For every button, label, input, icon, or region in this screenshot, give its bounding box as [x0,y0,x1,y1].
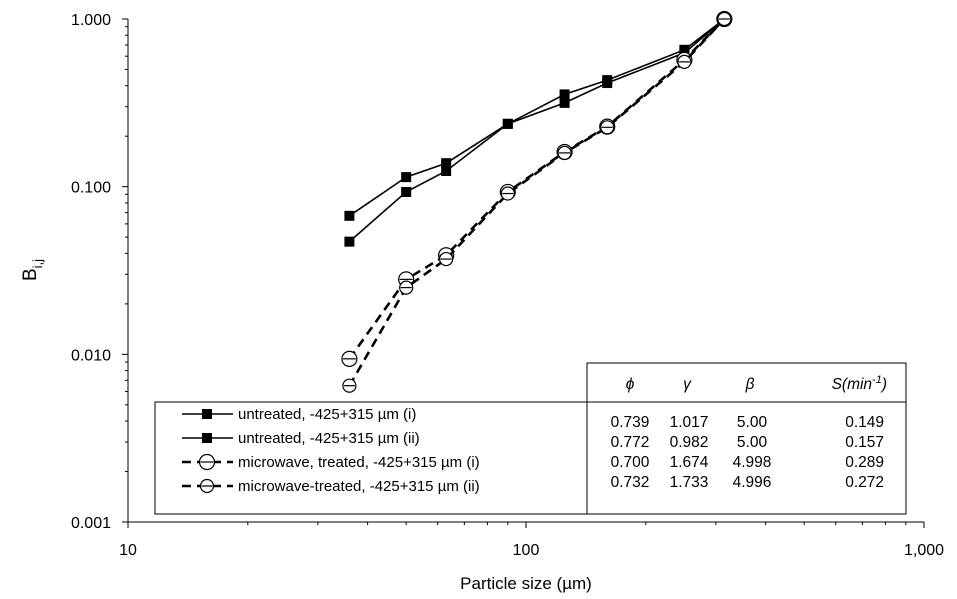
table-cell: 0.772 [611,434,650,451]
series-line [348,18,725,243]
legend-item: microwave-treated, -425+315 µm (ii) [182,478,480,495]
y-tick-label: 1.000 [71,12,111,29]
series-3 [341,10,733,367]
data-point [500,186,515,201]
data-point [559,97,570,108]
table-header-cell: S(min-1) [832,374,887,393]
x-tick-label: 10 [119,542,137,559]
data-point [717,11,732,27]
data-point [401,172,412,183]
table-header-cell: γ [683,376,692,393]
legend: untreated, -425+315 µm (i) untreated, -42… [154,401,588,515]
series-line [348,18,725,217]
x-tick-label: 100 [513,542,540,559]
data-point [341,350,358,367]
legend-item: microwave, treated, -425+315 µm (i) [182,453,480,471]
parameter-table: ϕ γ β S(min-1) 0.739 1.017 5.00 0.149 0.772 0.98… [586,362,907,515]
data-point [559,89,570,100]
table-row: 0.700 1.674 4.998 0.289 [611,454,884,471]
table-row: 0.732 1.733 4.996 0.272 [611,474,884,491]
series-line [348,18,726,387]
table-cell: 5.00 [737,434,768,451]
data-point [344,210,355,221]
legend-label: microwave-treated, -425+315 µm (ii) [238,478,480,495]
series-2 [344,14,730,247]
y-tick-label: 0.001 [71,515,111,532]
legend-label: untreated, -425+315 µm (ii) [238,430,420,447]
data-point [602,78,613,89]
legend-item: untreated, -425+315 µm (i) [182,406,416,423]
series-4 [342,11,732,393]
table-header-cell: β [745,376,755,393]
data-point [600,120,615,135]
legend-swatch-marker [202,409,212,419]
table-cell: 4.998 [733,454,772,471]
x-tick-label: 1,000 [904,542,944,559]
table-cell: 0.157 [845,434,884,451]
table-cell: 0.700 [611,454,650,471]
legend-swatch-marker [199,478,215,494]
data-point [342,378,357,393]
table-header-main: S(min [832,376,872,393]
svg-text:Bi,j: Bi,j [20,259,45,281]
table-cell: 1.017 [670,414,709,431]
table-cell: 0.289 [845,454,884,471]
legend-item: untreated, -425+315 µm (ii) [182,430,420,447]
table-header-superscript: -1 [872,374,882,386]
y-tick-label: 0.100 [71,180,111,197]
data-point [557,145,572,160]
y-axis-title: Bi,j [20,259,45,281]
x-axis-title: Particle size (µm) [460,574,592,593]
y-axis-title-subscript: i,j [30,259,45,269]
table-cell: 1.674 [670,454,709,471]
table-cell: 0.732 [611,474,650,491]
legend-label: untreated, -425+315 µm (i) [238,406,416,423]
table-header-cell: ϕ [626,376,635,393]
data-point [677,54,692,69]
data-point [344,236,355,247]
table-cell: 1.733 [670,474,709,491]
table-cell: 5.00 [737,414,768,431]
data-point [441,158,452,169]
data-point [441,166,452,177]
table-header-suffix: ) [880,376,887,393]
legend-swatch-marker [198,453,216,471]
x-axis: 10 100 1,000 [119,521,944,559]
table-row: 0.772 0.982 5.00 0.157 [611,434,884,451]
legend-box [154,401,588,515]
data-point [401,186,412,197]
table-cell: 0.739 [611,414,650,431]
y-axis: 0.001 0.010 0.100 1.000 [71,12,129,532]
table-cell: 0.272 [845,474,884,491]
y-axis-title-main: B [20,268,41,281]
parameter-table-box [586,362,907,515]
table-cell: 4.996 [733,474,772,491]
legend-swatch-marker [202,433,212,443]
data-point [439,251,454,267]
data-point [399,280,414,295]
table-row: 0.739 1.017 5.00 0.149 [611,414,884,431]
data-point [502,118,513,129]
table-cell: 0.982 [670,434,709,451]
legend-label: microwave, treated, -425+315 µm (i) [238,454,480,471]
table-cell: 0.149 [845,414,884,431]
y-tick-label: 0.010 [71,347,111,364]
series-layer [341,10,733,393]
